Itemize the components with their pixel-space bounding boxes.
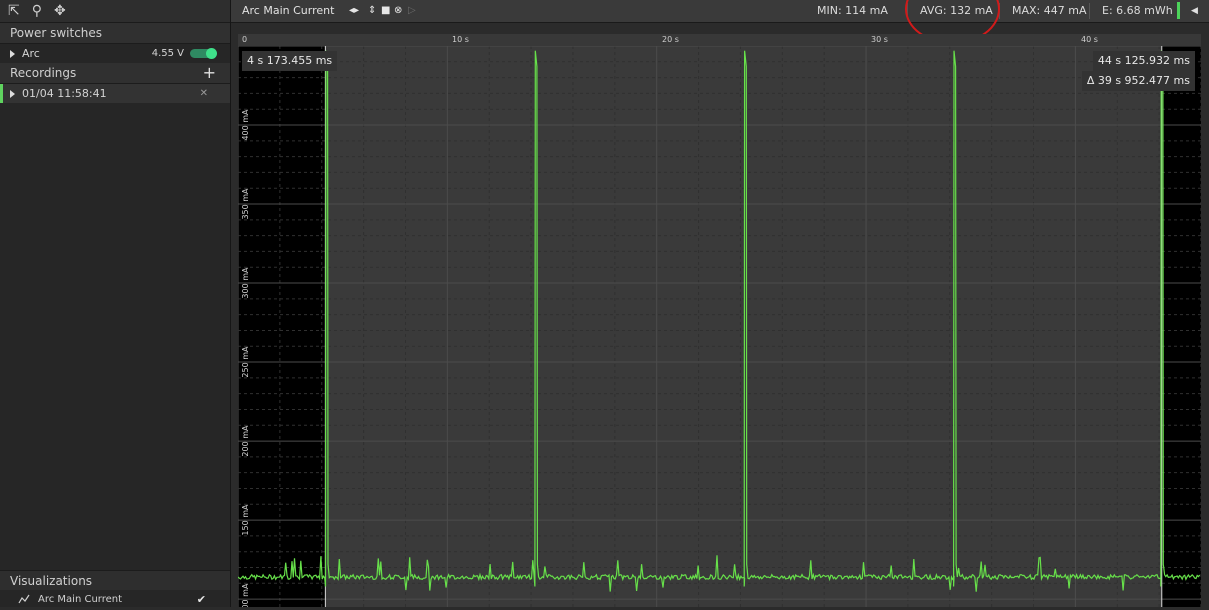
visualization-item[interactable]: Arc Main Current ✔ <box>0 592 230 607</box>
x-tick-label: 30 s <box>871 35 888 44</box>
max-readout: MAX: 447 mA <box>1012 4 1087 17</box>
cursor-end-label: 44 s 125.932 ms <box>1092 51 1195 71</box>
expand-caret-icon[interactable] <box>10 50 15 58</box>
y-tick-label: 350 mA <box>241 188 250 220</box>
zoom-icon[interactable]: ⚲ <box>31 3 42 19</box>
current-trace <box>237 50 1201 592</box>
chart-title: Arc Main Current <box>242 4 335 17</box>
close-icon[interactable]: ✕ <box>199 88 208 99</box>
stop-icon[interactable]: ■ <box>381 5 391 16</box>
sidebar-toolbar: ⇱ ⚲ ✥ <box>0 0 230 23</box>
clear-icon[interactable]: ⊗ <box>394 5 403 16</box>
y-tick-label: 250 mA <box>241 346 250 378</box>
play-icon[interactable]: ▷ <box>408 5 416 16</box>
collapse-panel-icon[interactable]: ◀ <box>1191 6 1198 16</box>
visualization-checkbox[interactable]: ✔ <box>196 593 206 606</box>
recordings-label: Recordings <box>10 66 77 80</box>
expand-caret-icon[interactable] <box>10 90 15 98</box>
add-recording-button[interactable]: + <box>202 63 216 82</box>
chart-plot[interactable]: 400 mA 350 mA 300 mA 250 mA 200 mA 150 mA 100 … <box>237 45 1202 610</box>
sidebar-end-marker <box>1177 2 1180 19</box>
chart-header: Arc Main Current ◂▸ ⇕ ■ ⊗ ▷ MIN: 114 mA … <box>231 0 1209 23</box>
recordings-header: Recordings + <box>0 63 230 84</box>
y-tick-label: 150 mA <box>241 504 250 536</box>
time-ruler[interactable]: 0 10 s 20 s 30 s 40 s <box>238 34 1201 46</box>
x-tick-label: 20 s <box>662 35 679 44</box>
cursor-start-label: 4 s 173.455 ms <box>242 51 338 71</box>
x-tick-label: 0 <box>242 35 248 44</box>
sidebar: ⇱ ⚲ ✥ Power switches Arc 4.55 V Recordin… <box>0 0 231 607</box>
y-tick-label: 100 mA <box>241 583 250 607</box>
visualization-label: Arc Main Current <box>38 594 123 605</box>
min-readout: MIN: 114 mA <box>817 4 888 17</box>
energy-readout: E: 6.68 mWh <box>1102 4 1173 17</box>
x-tick-label: 10 s <box>452 35 469 44</box>
cursor-delta-label: Δ 39 s 952.477 ms <box>1081 71 1195 91</box>
selected-range <box>325 46 1162 607</box>
y-tick-label: 400 mA <box>241 109 250 141</box>
chart-canvas[interactable]: 400 mA 350 mA 300 mA 250 mA 200 mA 150 mA 100 … <box>237 45 1202 610</box>
recording-label: 01/04 11:58:41 <box>22 87 107 100</box>
cursor-select-icon[interactable]: ⇱ <box>8 3 20 19</box>
recording-item[interactable]: 01/04 11:58:41 ✕ <box>0 84 230 103</box>
line-chart-icon <box>18 594 30 604</box>
toggle-knob <box>206 48 217 59</box>
arc-power-toggle[interactable] <box>190 48 217 59</box>
visualizations-header: Visualizations <box>0 570 230 590</box>
arc-voltage: 4.55 V <box>151 48 184 59</box>
power-switches-header: Power switches <box>0 23 230 44</box>
vertical-resize-icon[interactable]: ⇕ <box>368 5 377 16</box>
x-tick-label: 40 s <box>1081 35 1098 44</box>
power-switch-label: Arc <box>22 47 40 60</box>
power-switch-arc[interactable]: Arc 4.55 V <box>0 44 230 63</box>
y-tick-label: 300 mA <box>241 267 250 299</box>
y-tick-label: 200 mA <box>241 425 250 457</box>
pan-move-icon[interactable]: ✥ <box>54 3 66 19</box>
horizontal-resize-icon[interactable]: ◂▸ <box>349 5 360 16</box>
divider <box>1089 3 1090 19</box>
